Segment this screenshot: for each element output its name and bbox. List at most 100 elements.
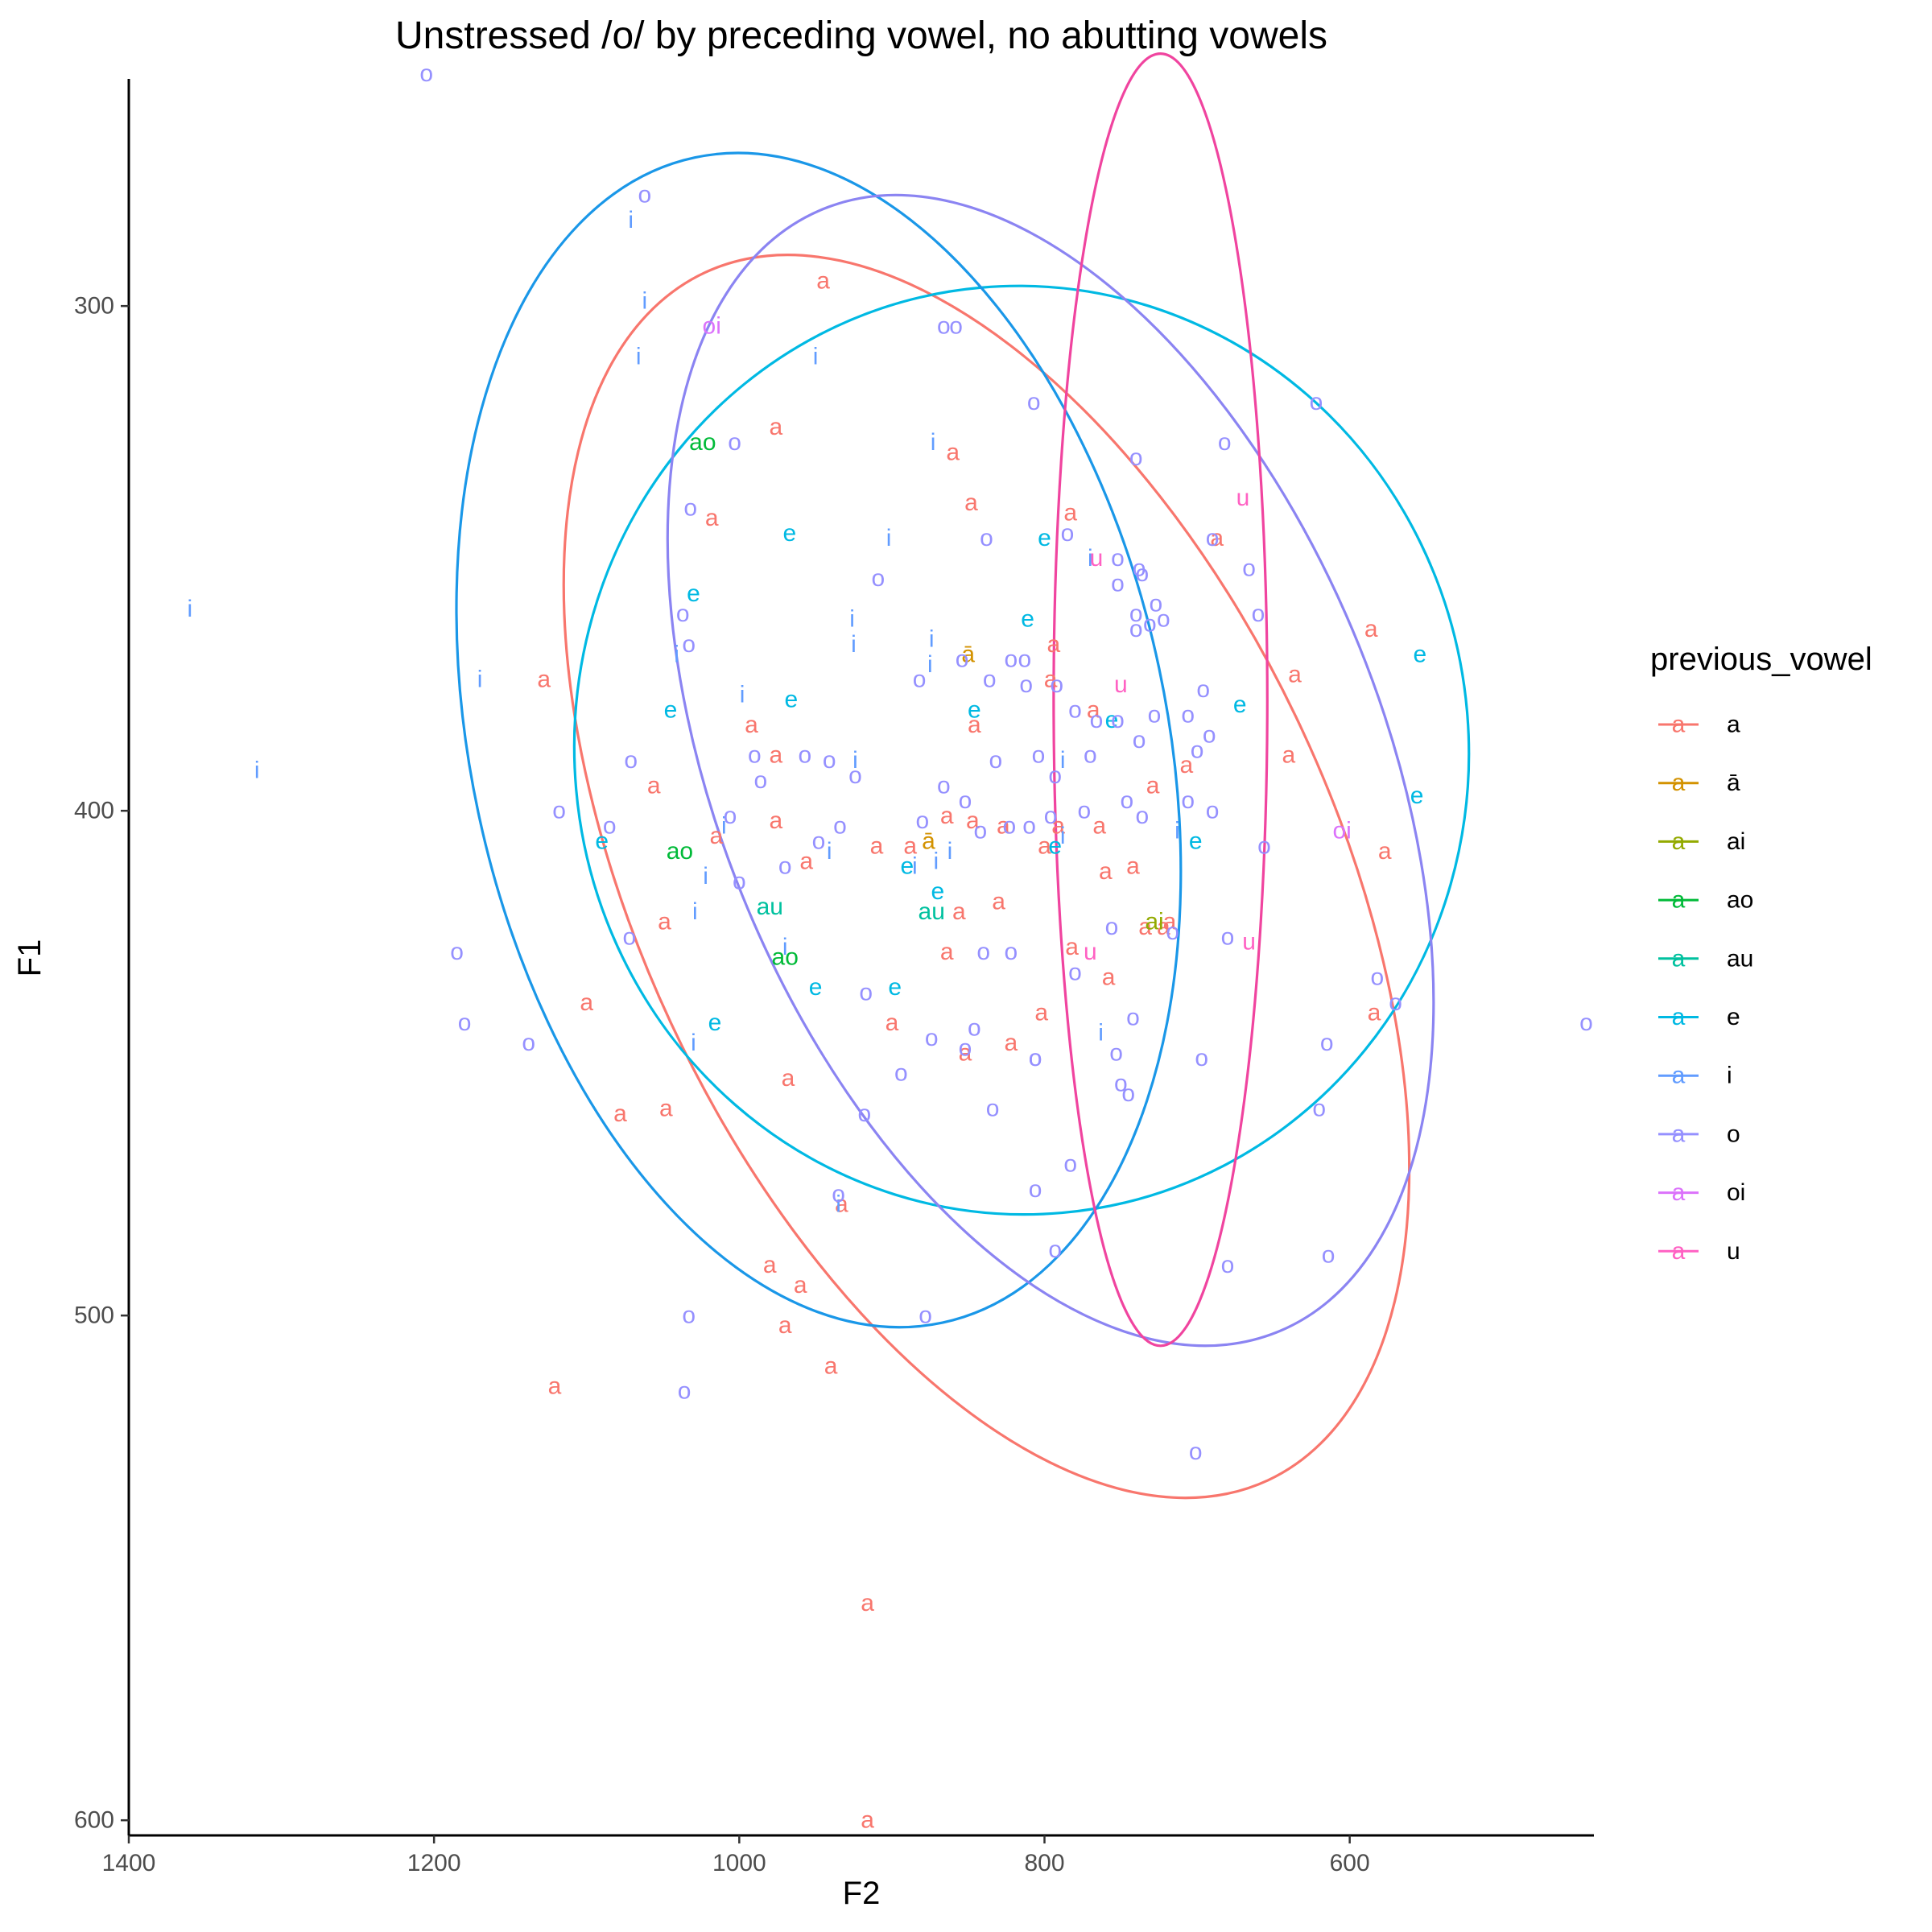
- point-i: i: [813, 343, 819, 369]
- point-o: o: [857, 1100, 871, 1127]
- point-o: o: [1003, 812, 1017, 839]
- point-a: a: [580, 989, 593, 1016]
- point-o: o: [1191, 737, 1204, 763]
- point-o: o: [1206, 798, 1220, 824]
- point-a: a: [861, 1590, 874, 1616]
- legend-label-i: i: [1727, 1063, 1732, 1089]
- point-o: o: [1133, 555, 1146, 582]
- point-o: o: [848, 762, 862, 789]
- point-a: a: [1034, 999, 1048, 1026]
- legend-key-glyph: a: [1672, 828, 1686, 855]
- point-a: a: [1282, 742, 1295, 769]
- point-a: a: [778, 1312, 792, 1339]
- point-o: o: [728, 429, 741, 456]
- point-a: a: [997, 812, 1010, 839]
- point-a: a: [964, 489, 978, 516]
- point-a: a: [1044, 667, 1058, 693]
- point-o: o: [682, 631, 696, 658]
- point-o: o: [748, 742, 762, 769]
- point-o: o: [1029, 1176, 1042, 1203]
- point-o: o: [1579, 1009, 1593, 1036]
- point-e: e: [1189, 828, 1203, 854]
- point-a: a: [959, 1040, 972, 1067]
- point-o: o: [522, 1030, 535, 1056]
- point-a: a: [705, 505, 719, 531]
- point-a: a: [1047, 631, 1061, 658]
- point-a: a: [1063, 500, 1077, 526]
- point-o: o: [1148, 702, 1162, 729]
- point-o: o: [1181, 702, 1195, 729]
- point-o: o: [1206, 525, 1220, 551]
- point-a: a: [886, 1009, 899, 1036]
- point-o: o: [724, 803, 737, 829]
- point-e: e: [595, 828, 609, 854]
- y-axis-ticks: 300 400 500 600: [74, 293, 129, 1834]
- point-u: u: [1236, 485, 1250, 511]
- point-o: o: [1018, 646, 1032, 673]
- point-o: o: [1143, 611, 1157, 638]
- point-i: i: [740, 681, 745, 708]
- point-o: o: [832, 1181, 845, 1208]
- point-ā: ā: [922, 828, 935, 854]
- point-i: i: [636, 343, 642, 369]
- point-a: a: [1179, 752, 1193, 778]
- point-o: o: [956, 646, 969, 673]
- legend-label-e: e: [1727, 1004, 1740, 1030]
- point-a: a: [1288, 661, 1302, 687]
- point-o: o: [925, 1025, 939, 1051]
- point-o: o: [915, 807, 929, 834]
- x-tick-label: 600: [1330, 1850, 1370, 1876]
- point-o: o: [1129, 601, 1143, 627]
- y-tick-label: 300: [74, 293, 114, 320]
- x-tick-label: 1000: [712, 1850, 766, 1876]
- point-o: o: [1084, 742, 1097, 769]
- point-ao: ao: [772, 944, 799, 971]
- point-i: i: [1060, 823, 1066, 849]
- point-e: e: [968, 696, 981, 723]
- point-i: i: [927, 651, 933, 678]
- legend: previous_vowel a aa āa aia aoa aua ea ia oa oia u: [1650, 642, 1872, 1265]
- point-i: i: [674, 641, 679, 667]
- point-e: e: [1048, 833, 1062, 860]
- confidence-ellipses: [455, 52, 1471, 1500]
- point-a: a: [1138, 914, 1152, 940]
- point-e: e: [1233, 691, 1247, 718]
- point-e: e: [1105, 707, 1119, 733]
- point-a: a: [537, 667, 551, 693]
- ellipse-i: [455, 151, 1183, 1329]
- point-o: o: [1221, 1252, 1235, 1278]
- point-i: i: [628, 207, 634, 233]
- point-a: a: [1163, 909, 1177, 935]
- point-i: i: [692, 898, 698, 925]
- point-o: o: [603, 812, 617, 839]
- point-e: e: [687, 580, 700, 607]
- point-o: o: [812, 828, 826, 854]
- point-e: e: [1410, 782, 1424, 809]
- point-o: o: [1022, 812, 1036, 839]
- point-o: o: [676, 601, 690, 627]
- legend-label-au: au: [1727, 945, 1753, 972]
- point-o: o: [976, 939, 990, 965]
- legend-label-u: u: [1727, 1238, 1740, 1265]
- point-a: a: [940, 803, 954, 829]
- point-a: a: [1092, 812, 1106, 839]
- point-e: e: [783, 520, 797, 547]
- point-i: i: [947, 838, 953, 865]
- point-i: i: [187, 596, 192, 622]
- point-a: a: [968, 712, 981, 738]
- y-tick-label: 400: [74, 798, 114, 824]
- point-a: a: [1051, 812, 1065, 839]
- legend-label-o: o: [1727, 1121, 1740, 1147]
- point-o: o: [1135, 803, 1149, 829]
- point-o: o: [986, 1096, 1000, 1122]
- point-i: i: [852, 747, 858, 774]
- point-a: a: [966, 807, 980, 834]
- point-o: o: [859, 979, 873, 1005]
- point-o: o: [1077, 798, 1091, 824]
- point-o: o: [1111, 707, 1125, 733]
- point-o: o: [1019, 671, 1033, 698]
- point-a: a: [658, 909, 671, 935]
- point-o: o: [1166, 919, 1179, 945]
